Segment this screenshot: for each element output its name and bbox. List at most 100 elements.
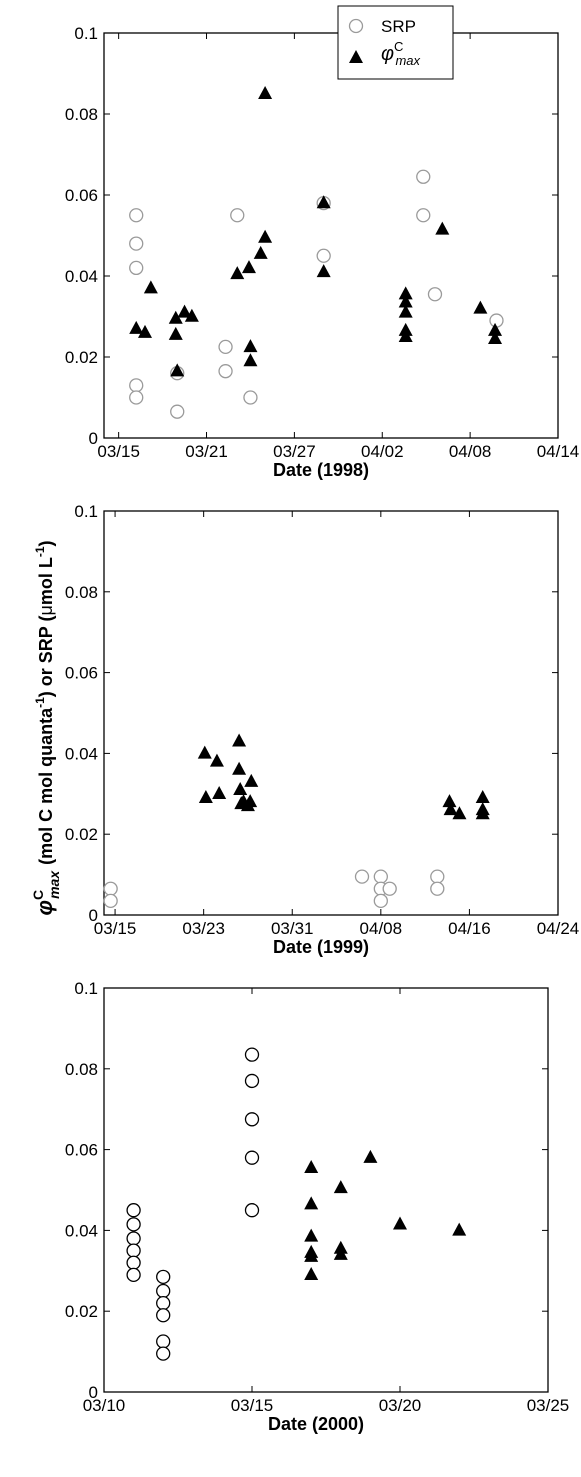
phi-max-point — [304, 1196, 319, 1210]
chart-panel-1999: 0 0.02 0.04 0.06 0.08 0.1 03/15 03/23 03/31 04/08… — [65, 502, 579, 957]
y-tick-label: 0.1 — [74, 24, 98, 43]
plot-frame — [103, 32, 559, 439]
phi-max-point — [168, 326, 183, 340]
srp-point — [129, 260, 144, 276]
x-tick-label: 04/02 — [361, 442, 404, 461]
phi-max-point — [316, 264, 331, 278]
phi-max-point — [197, 745, 212, 759]
y-tick-label: 0.06 — [65, 664, 98, 683]
y-tick-label: 0.04 — [65, 1221, 98, 1240]
srp-point — [382, 881, 397, 896]
chart-panel-1998: 0 0.02 0.04 0.06 0.08 0.1 03/15 03/21 03/27 04/02… — [65, 5, 579, 480]
srp-point — [126, 1203, 141, 1218]
x-tick-label: 03/10 — [83, 1396, 126, 1415]
phi-max-point — [177, 304, 192, 318]
srp-point — [126, 1217, 141, 1232]
phi-max-point — [129, 320, 144, 334]
srp-point — [244, 1073, 260, 1089]
srp-point — [103, 881, 118, 896]
legend-phi-sup: C — [394, 39, 403, 54]
y-tick-label: 0.06 — [65, 186, 98, 205]
y-label-close: ) — [36, 540, 56, 546]
y-tick-label: 0.06 — [65, 1141, 98, 1160]
x-tick-label: 03/23 — [182, 919, 225, 938]
x-axis-label: Date (1999) — [273, 937, 369, 957]
y-label-phi-sup: C — [30, 890, 46, 900]
srp-point — [156, 1346, 171, 1361]
legend-phi-label: φC max — [381, 39, 420, 68]
x-tick-label: 03/20 — [379, 1396, 422, 1415]
y-tick-label: 0.08 — [65, 105, 98, 124]
y-label-part2: ) or SRP ( — [36, 616, 56, 698]
phi-max-point — [232, 733, 247, 747]
phi-max-point — [258, 85, 273, 99]
phi-max-point — [304, 1159, 319, 1173]
srp-point — [373, 893, 388, 909]
phi-max-point — [304, 1248, 319, 1262]
srp-point — [416, 169, 431, 184]
srp-point — [373, 869, 388, 884]
phi-max-point — [475, 790, 490, 804]
legend-phi-symbol: φ — [381, 43, 394, 65]
srp-point — [156, 1295, 171, 1311]
srp-point — [129, 390, 144, 405]
y-tick-label: 0 — [89, 429, 98, 448]
srp-point — [156, 1269, 171, 1285]
srp-point — [218, 364, 233, 379]
phi-max-point — [398, 304, 413, 318]
phi-max-point — [333, 1246, 348, 1260]
srp-point — [430, 881, 445, 896]
y-tick-label: 0.1 — [74, 502, 98, 521]
legend-box — [337, 5, 454, 80]
srp-point — [156, 1334, 171, 1349]
y-label-unit: mol L — [36, 557, 56, 605]
phi-max-point — [304, 1228, 319, 1242]
srp-point — [126, 1267, 141, 1282]
phi-max-point — [316, 195, 331, 209]
phi-max-point — [333, 1180, 348, 1194]
y-tick-label: 0 — [89, 1383, 98, 1402]
srp-point — [156, 1283, 171, 1299]
srp-point — [218, 339, 233, 355]
y-axis-label: φCmax(mol C mol quanta-1) or SRP (μmol L… — [30, 540, 62, 915]
x-tick-label: 03/31 — [271, 919, 314, 938]
x-tick-label: 04/08 — [360, 919, 403, 938]
srp-point — [170, 404, 185, 419]
x-tick-label: 04/24 — [537, 919, 580, 938]
srp-point — [103, 893, 118, 909]
phi-max-point — [243, 353, 258, 367]
plot-frame — [103, 510, 559, 916]
srp-point — [244, 1150, 260, 1165]
x-axis-label: Date (1998) — [273, 460, 369, 480]
srp-point — [416, 208, 431, 223]
phi-max-point — [443, 802, 458, 816]
y-tick-label: 0.04 — [65, 744, 98, 763]
srp-point — [427, 287, 443, 302]
phi-max-point — [442, 794, 457, 808]
x-tick-label: 03/15 — [97, 442, 140, 461]
phi-max-point — [143, 280, 158, 294]
x-tick-label: 03/27 — [273, 442, 316, 461]
phi-max-point — [363, 1149, 378, 1163]
phi-max-point — [393, 1216, 407, 1230]
phi-max-point — [198, 790, 213, 804]
y-label-phi-sub: max — [46, 870, 62, 899]
srp-point — [126, 1255, 141, 1270]
srp-point — [489, 313, 504, 328]
y-tick-label: 0.08 — [65, 1060, 98, 1079]
x-tick-label: 03/15 — [231, 1396, 274, 1415]
plot-frame — [103, 987, 549, 1393]
phi-max-point — [243, 794, 258, 808]
srp-point — [126, 1231, 141, 1246]
phi-max-point — [398, 328, 413, 342]
srp-point — [230, 208, 245, 223]
y-label-exp1: -1 — [33, 697, 47, 708]
x-axis-label: Date (2000) — [268, 1414, 364, 1434]
x-tick-label: 03/21 — [185, 442, 228, 461]
srp-point — [129, 378, 144, 393]
phi-max-point — [243, 339, 258, 353]
y-label-phi: φ — [32, 900, 57, 915]
phi-max-point — [452, 806, 467, 820]
phi-max-point — [168, 310, 183, 324]
